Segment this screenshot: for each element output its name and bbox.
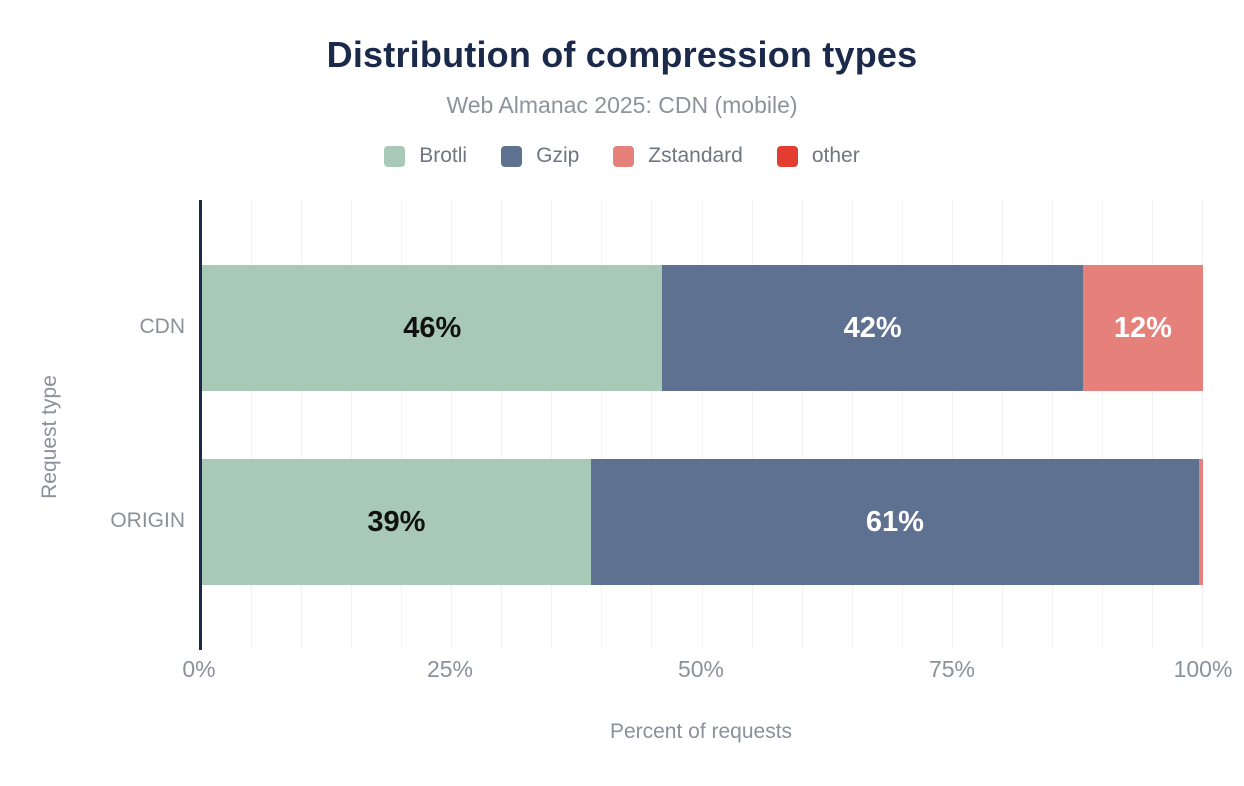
legend-label: Zstandard [648,144,743,167]
bar-row-cdn: 46% 42% 12% [202,265,1203,391]
gridline [1051,200,1053,650]
gridline [951,200,953,650]
y-category-label-origin: ORIGIN [110,509,185,532]
gridline [251,200,253,650]
x-tick-label: 0% [182,656,216,682]
gridline [1202,200,1203,650]
bar-segment-gzip-cdn: 42% [662,265,1083,391]
gridline [1101,200,1103,650]
gridline [501,200,503,650]
gridline [801,200,803,650]
bar-segment-brotli-origin: 39% [202,459,591,585]
gridline [701,200,703,650]
bar-value-label: 12% [1113,311,1172,344]
gridline [1151,200,1153,650]
y-axis-title: Request type [38,375,61,499]
gridline [901,200,903,650]
x-tick-label: 25% [426,656,474,682]
x-tick-label: 75% [928,656,976,682]
gridline [751,200,753,650]
legend-swatch [501,145,523,167]
legend-label: Brotli [419,144,468,167]
gridline [451,200,453,650]
gridline [351,200,353,650]
chart-title: Distribution of compression types [326,34,918,75]
bar-segment-zstandard-cdn: 12% [1082,265,1203,391]
bar-value-label: 42% [843,311,902,344]
legend-item-zstandard[interactable]: Zstandard [613,144,743,168]
x-tick-label: 50% [677,656,725,682]
gridline [551,200,553,650]
legend-label: Gzip [536,144,580,167]
chart-subtitle: Web Almanac 2025: CDN (mobile) [446,92,798,118]
legend-swatch [384,145,406,167]
legend: Brotli Gzip Zstandard other [0,144,1244,168]
legend-swatch [776,145,798,167]
bar-segment-gzip-origin: 61% [590,459,1199,585]
gridline [601,200,603,650]
bar-value-label: 39% [367,505,426,538]
gridline [1001,200,1003,650]
y-category-label-cdn: CDN [139,315,186,338]
x-tick-label: 100% [1173,656,1233,682]
gridline [301,200,303,650]
bar-segment-brotli-cdn: 46% [202,265,663,391]
legend-swatch [613,145,635,167]
x-axis-title: Percent of requests [609,720,793,743]
legend-label: other [811,144,860,167]
gridline [651,200,653,650]
plot-area: 46% 42% 12% 39% 61% [199,200,1203,650]
legend-item-gzip[interactable]: Gzip [501,144,579,168]
legend-item-brotli[interactable]: Brotli [384,144,467,168]
bar-value-label: 46% [403,311,462,344]
gridline [401,200,403,650]
gridline [851,200,853,650]
bar-row-origin: 39% 61% [202,459,1203,585]
bar-segment-zstandard-origin [1199,459,1203,585]
legend-item-other[interactable]: other [776,144,860,168]
bar-value-label: 61% [865,505,924,538]
